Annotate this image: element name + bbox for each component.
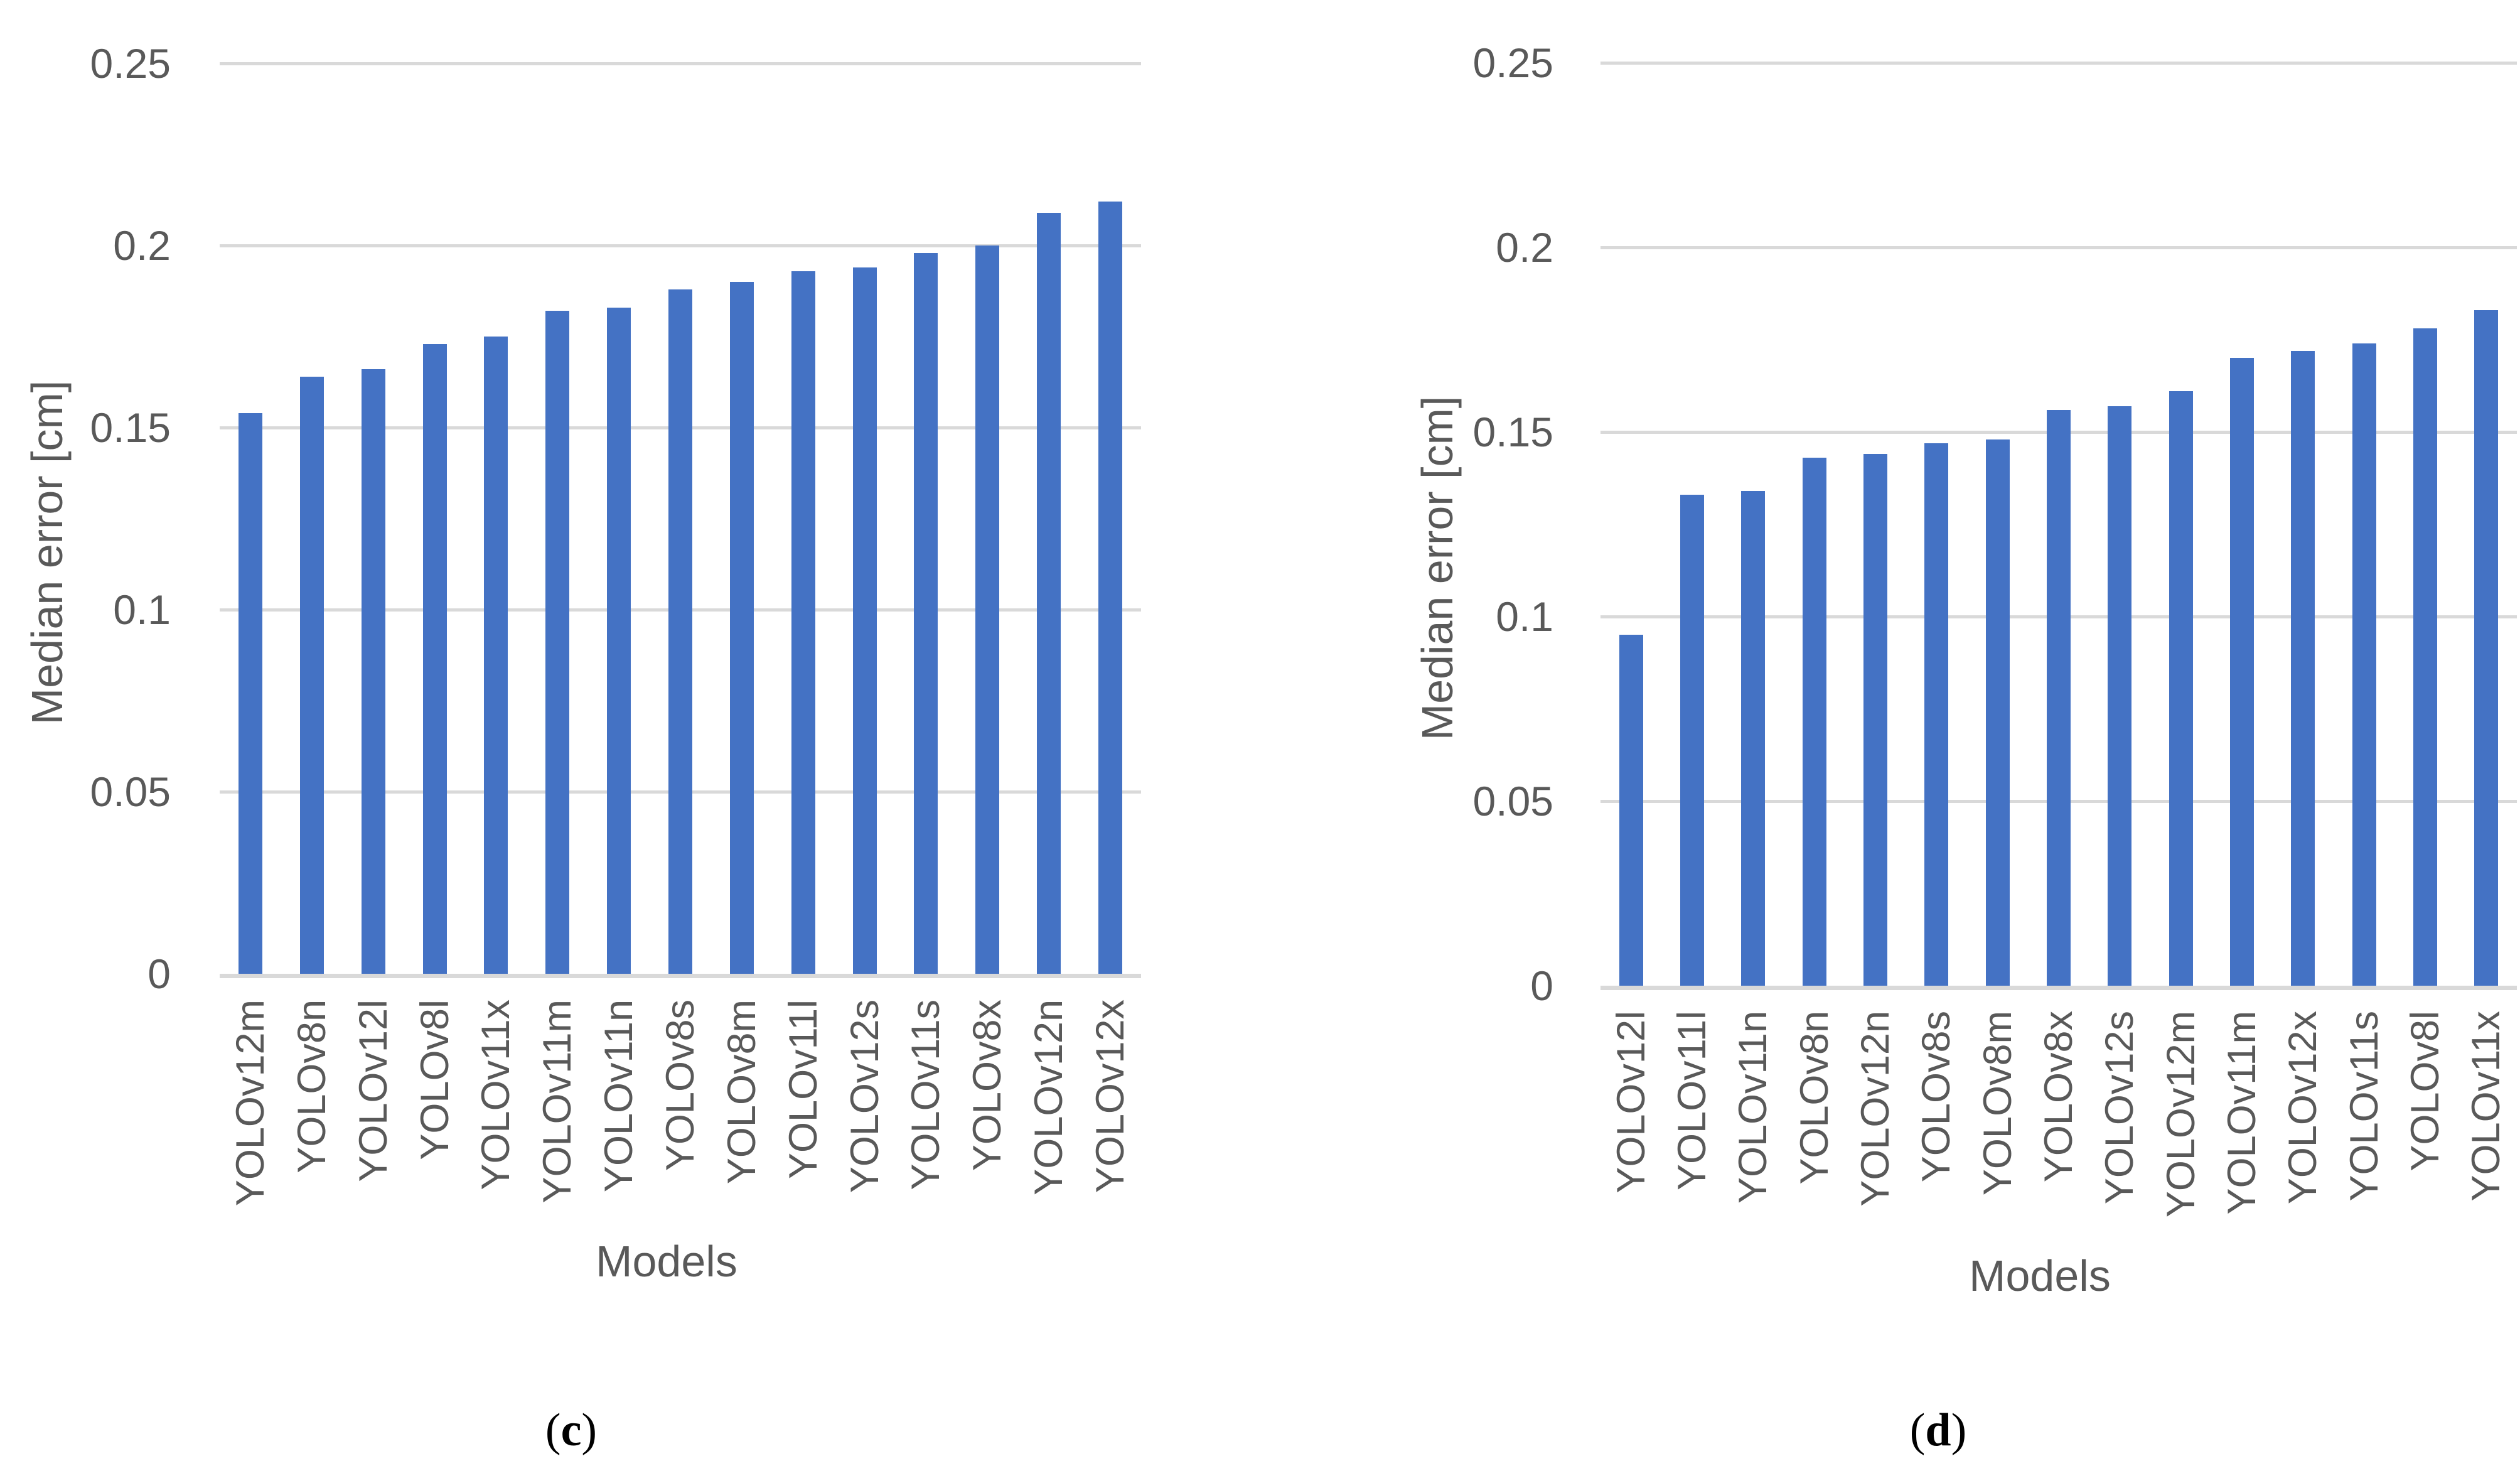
- bar-YOLOv11x: [484, 337, 508, 974]
- bar-YOLOv12x: [1098, 202, 1123, 974]
- x-category-label: YOLOv12m: [228, 1000, 272, 1207]
- gridline: [1600, 245, 2517, 249]
- bar-YOLOv12x: [2291, 350, 2315, 986]
- bar-YOLOv12s: [852, 267, 877, 974]
- x-category-label: YOLOv8x: [2037, 1011, 2081, 1183]
- y-tick-label: 0.15: [90, 404, 171, 451]
- x-category-label: YOLOv8m: [719, 1000, 764, 1185]
- x-category-label: YOLOv8x: [965, 1000, 1010, 1172]
- x-category-label: YOLOv12s: [2098, 1011, 2142, 1205]
- bar-YOLOv8x: [975, 245, 1000, 974]
- bar-YOLOv8l: [2413, 328, 2437, 986]
- x-category-label: YOLOv11x: [474, 1000, 518, 1190]
- bar-YOLOv11s: [2352, 343, 2376, 986]
- x-category-label: YOLOv8n: [1792, 1011, 1836, 1185]
- y-tick-label: 0: [1530, 962, 1553, 1009]
- y-tick-label: 0.05: [90, 768, 171, 815]
- x-category-label: YOLOv11m: [535, 1000, 580, 1204]
- x-category-label: YOLOv12x: [1088, 1000, 1133, 1194]
- y-tick-label: 0.05: [1472, 778, 1553, 824]
- y-tick-label: 0.25: [1472, 40, 1553, 86]
- bar-YOLOv8m: [729, 282, 754, 974]
- x-axis-title: Models: [1969, 1251, 2111, 1300]
- bar-YOLOv8s: [668, 289, 692, 974]
- bar-YOLOv12m: [238, 412, 262, 974]
- x-category-label: YOLOv11s: [904, 1000, 948, 1190]
- x-category-label: YOLOv11l: [1670, 1011, 1714, 1190]
- bar-YOLOv12m: [2169, 391, 2193, 986]
- x-category-label: YOLOv11l: [781, 1000, 825, 1179]
- x-axis-line: [1600, 986, 2517, 990]
- subfigure-caption: (d): [1909, 1404, 1967, 1456]
- x-category-label: YOLOv11n: [1731, 1011, 1776, 1204]
- gridline: [1600, 61, 2517, 65]
- bar-YOLOv8m: [1985, 439, 2010, 986]
- gridline: [220, 62, 1141, 65]
- bar-YOLOv11n: [1741, 491, 1766, 986]
- x-category-label: YOLOv8s: [1914, 1011, 1959, 1183]
- y-tick-label: 0.2: [1496, 224, 1553, 271]
- x-category-label: YOLOv11x: [2464, 1011, 2509, 1202]
- x-category-label: YOLOv8n: [289, 1000, 334, 1173]
- y-tick-label: 0.15: [1472, 409, 1553, 455]
- y-tick-label: 0.1: [113, 586, 171, 633]
- bar-YOLOv12l: [1619, 635, 1643, 986]
- caption-letter: c: [560, 1404, 582, 1456]
- bar-YOLOv12n: [1863, 454, 1887, 986]
- subfigure-caption: (c): [545, 1404, 598, 1456]
- bar-YOLOv12l: [361, 369, 385, 974]
- bar-YOLOv8x: [2047, 409, 2071, 986]
- bar-YOLOv11n: [607, 307, 631, 974]
- x-category-label: YOLOv11m: [2220, 1011, 2264, 1215]
- bar-YOLOv11s: [914, 252, 938, 974]
- x-axis-line: [220, 974, 1141, 978]
- x-category-label: YOLOv8l: [412, 1000, 457, 1160]
- bar-YOLOv11x: [2474, 310, 2499, 986]
- x-category-label: YOLOv12l: [1609, 1011, 1653, 1194]
- x-category-label: YOLOv12n: [1027, 1000, 1071, 1195]
- y-tick-label: 0.2: [113, 222, 171, 269]
- y-tick-label: 0.25: [90, 40, 171, 87]
- bar-YOLOv8s: [1924, 443, 1949, 986]
- x-category-label: YOLOv12m: [2158, 1011, 2203, 1218]
- x-category-label: YOLOv11n: [597, 1000, 641, 1193]
- caption-letter: d: [1925, 1404, 1951, 1456]
- bar-YOLOv11m: [545, 311, 570, 974]
- x-category-label: YOLOv12l: [351, 1000, 395, 1182]
- x-category-label: YOLOv8l: [2403, 1011, 2447, 1172]
- x-category-label: YOLOv8m: [1975, 1011, 2020, 1196]
- bar-YOLOv8n: [1802, 458, 1826, 986]
- bar-YOLOv12s: [2108, 406, 2132, 986]
- x-category-label: YOLOv12n: [1853, 1011, 1897, 1207]
- y-tick-label: 0: [147, 951, 171, 997]
- bar-YOLOv11l: [791, 271, 815, 974]
- bar-YOLOv8l: [422, 343, 447, 974]
- bar-YOLOv11m: [2230, 358, 2254, 986]
- x-category-label: YOLOv12x: [2281, 1011, 2325, 1205]
- y-tick-label: 0.1: [1496, 593, 1553, 640]
- x-category-label: YOLOv8s: [658, 1000, 702, 1172]
- x-category-label: YOLOv12s: [842, 1000, 887, 1194]
- gridline: [220, 244, 1141, 247]
- bar-YOLOv11l: [1680, 494, 1704, 986]
- x-axis-title: Models: [596, 1237, 737, 1286]
- x-category-label: YOLOv11s: [2342, 1011, 2386, 1202]
- bar-YOLOv8n: [299, 376, 324, 974]
- bar-YOLOv12n: [1037, 212, 1061, 974]
